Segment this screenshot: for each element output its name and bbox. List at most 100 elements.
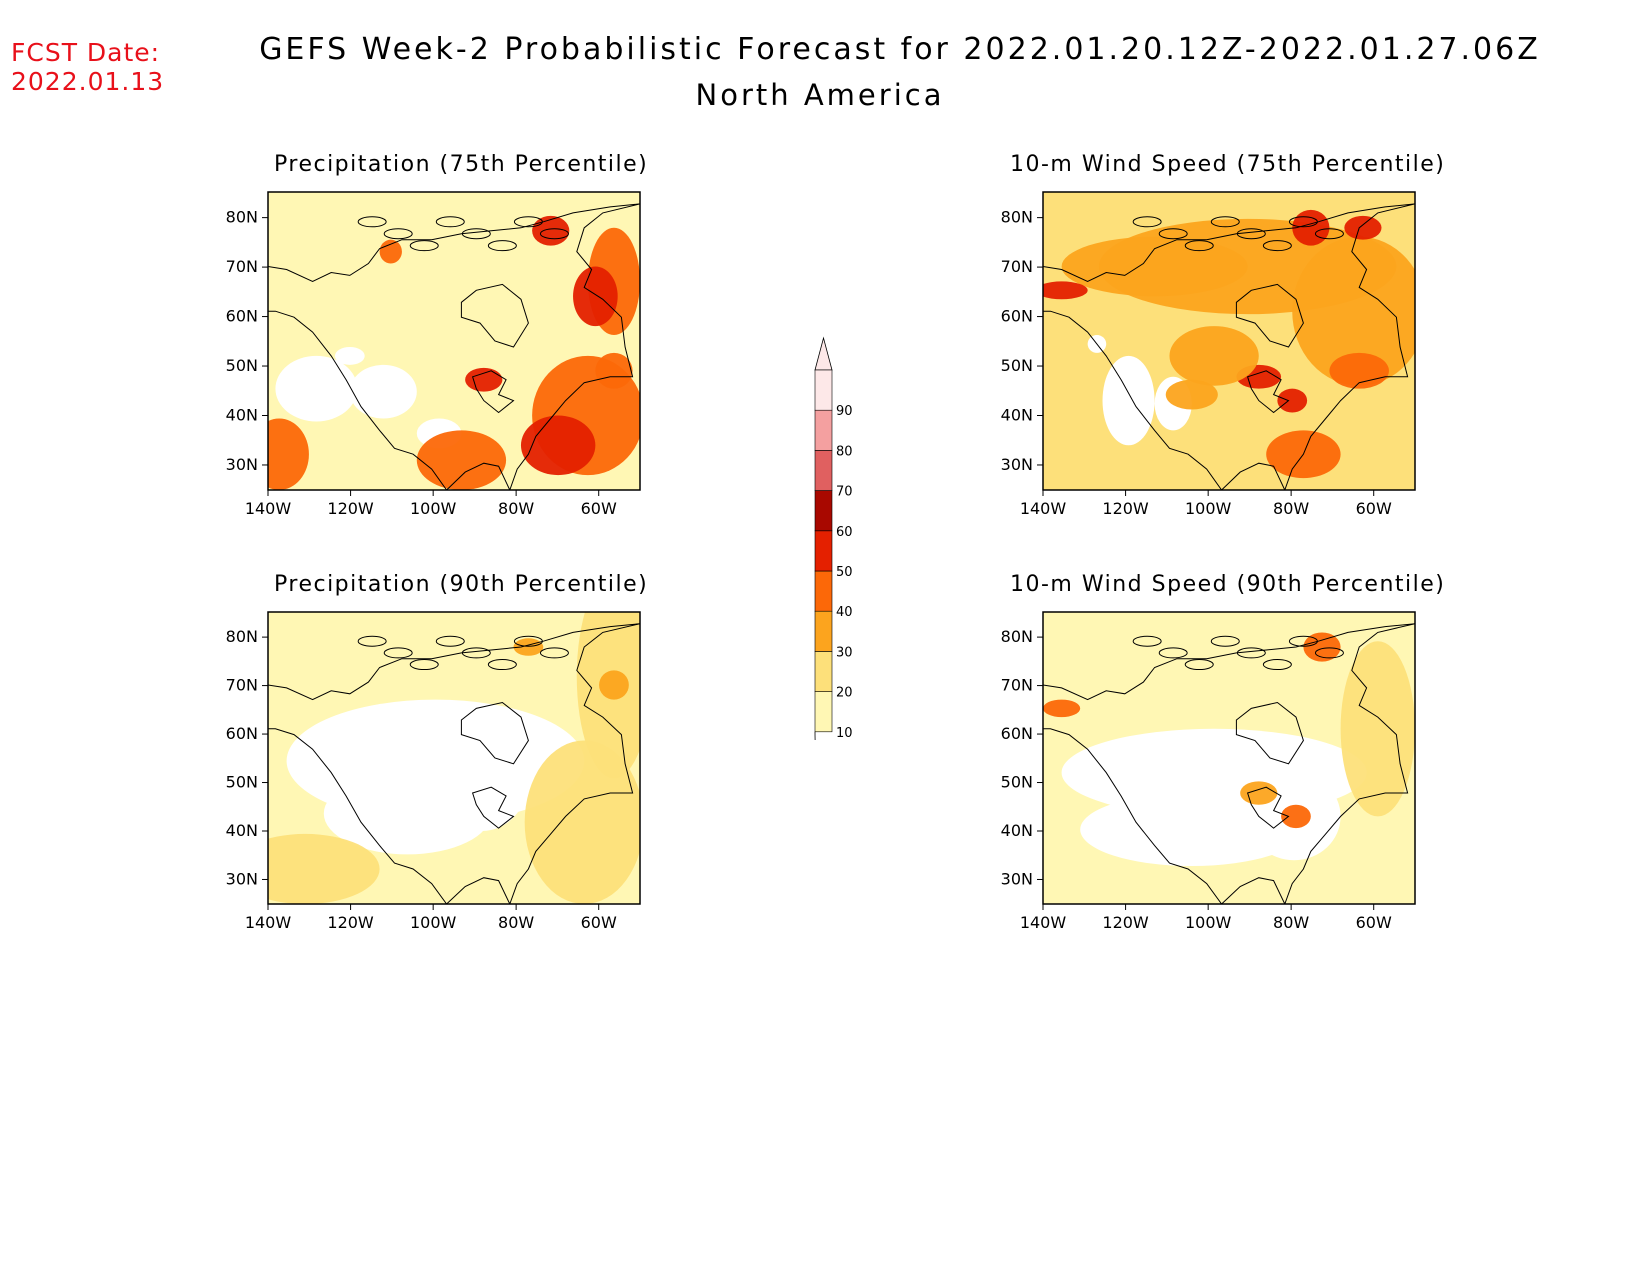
colorbar-cap-top [814, 336, 833, 371]
lat-label: 80N [226, 208, 258, 227]
lat-label: 80N [1001, 208, 1033, 227]
lat-label: 40N [1001, 406, 1033, 425]
arctic-island [1184, 240, 1214, 252]
hudson-bay [1235, 283, 1304, 348]
arctic-island [1236, 228, 1266, 240]
map-frame [1042, 611, 1416, 905]
panel-title-precip-90: Precipitation (90th Percentile) [274, 572, 649, 597]
arctic-island [513, 635, 543, 647]
arctic-island [1236, 647, 1266, 659]
colorbar-swatch [814, 570, 833, 612]
arctic-island [1288, 635, 1318, 647]
lat-label: 80N [226, 627, 258, 646]
field-high-area [599, 670, 629, 700]
map-frame [1042, 191, 1416, 491]
colorbar-swatch [814, 651, 833, 692]
arctic-island [1314, 228, 1344, 240]
lon-label: 140W [245, 913, 292, 932]
lat-label: 40N [1001, 821, 1033, 840]
forecast-date-block: FCST Date: 2022.01.13 [11, 38, 164, 96]
colorbar-swatch [814, 369, 833, 411]
field-high-area [465, 367, 503, 392]
hudson-bay [460, 701, 529, 765]
field-low-area [349, 364, 417, 419]
lat-label: 30N [1001, 869, 1033, 888]
colorbar-cap-bottom [814, 731, 816, 740]
colorbar-label: 20 [836, 686, 853, 701]
lon-label: 100W [1185, 913, 1232, 932]
forecast-date-value: 2022.01.13 [11, 67, 165, 96]
field-high-area [1277, 388, 1308, 413]
field-high-area [1043, 699, 1081, 718]
lat-label: 70N [1001, 676, 1033, 695]
field-high-area [1292, 236, 1415, 386]
colorbar-label: 70 [836, 485, 853, 500]
arctic-island [1158, 647, 1188, 659]
coastline [268, 203, 640, 490]
coastline [268, 623, 640, 904]
lon-label: 60W [1356, 499, 1392, 518]
colorbar-label: 80 [836, 444, 853, 459]
colorbar-swatch [814, 490, 833, 532]
arctic-island [487, 240, 517, 252]
arctic-island [1262, 659, 1292, 671]
lon-label: 80W [1273, 499, 1309, 518]
map-precip-90: 80N 70N 60N 50N 40N 30N 140W 120W 100W 80W 60W [226, 611, 641, 932]
arctic-island [1314, 647, 1344, 659]
field-high-area [1165, 379, 1218, 410]
great-lakes [471, 370, 515, 414]
map-frame [267, 611, 641, 905]
colorbar-label: 10 [836, 726, 853, 740]
colorbar-label: 40 [836, 605, 853, 620]
colorbar-label: 50 [836, 565, 853, 580]
lon-label: 60W [581, 913, 617, 932]
field-high-area [573, 266, 618, 327]
field-high-area [532, 215, 570, 246]
panel-title-precip-75: Precipitation (75th Percentile) [274, 152, 649, 177]
map-wind-75: 80N 70N 60N 50N 40N 30N 140W 120W 100W 80W 60W [1001, 191, 1416, 518]
great-lakes [1246, 370, 1290, 414]
arctic-island [409, 659, 439, 671]
colorbar-swatch [814, 610, 833, 652]
lat-label: 60N [226, 724, 258, 743]
panel-title-wind-90: 10-m Wind Speed (90th Percentile) [1010, 572, 1446, 597]
lon-label: 80W [498, 499, 534, 518]
arctic-island [1210, 216, 1240, 228]
field-high-area [524, 740, 640, 904]
hudson-bay [1235, 701, 1304, 765]
arctic-island [409, 240, 439, 252]
field-high-area [1061, 236, 1248, 297]
lon-label: 120W [1102, 499, 1149, 518]
field-high-area [268, 833, 380, 904]
field-high-area [1281, 804, 1311, 829]
arctic-island [1132, 635, 1162, 647]
lon-label: 120W [327, 913, 374, 932]
great-lakes [471, 786, 515, 829]
figure-title: GEFS Week-2 Probabilistic Forecast for 2… [259, 32, 1541, 67]
lon-label: 140W [1020, 499, 1067, 518]
field-high-area [268, 418, 309, 490]
lon-label: 100W [410, 499, 457, 518]
lat-label: 30N [226, 455, 258, 474]
field-high-area [1340, 641, 1415, 817]
lat-label: 60N [226, 307, 258, 326]
great-lakes [1246, 786, 1290, 829]
field-high-area [1240, 781, 1278, 805]
lon-label: 140W [1020, 913, 1067, 932]
field-high-area [416, 430, 507, 490]
arctic-island [1288, 216, 1318, 228]
lat-label: 80N [1001, 627, 1033, 646]
lat-label: 40N [226, 406, 258, 425]
lon-label: 60W [1356, 913, 1392, 932]
arctic-island [513, 216, 543, 228]
lat-label: 30N [226, 869, 258, 888]
panel-title-wind-75: 10-m Wind Speed (75th Percentile) [1010, 152, 1446, 177]
arctic-island [1132, 216, 1162, 228]
arctic-island [461, 647, 491, 659]
field-low-area [435, 728, 529, 831]
arctic-island [383, 647, 413, 659]
field-low-area [334, 346, 365, 365]
field-high-area [1344, 215, 1382, 240]
lat-label: 50N [226, 773, 258, 792]
colorbar-label: 60 [836, 525, 853, 540]
